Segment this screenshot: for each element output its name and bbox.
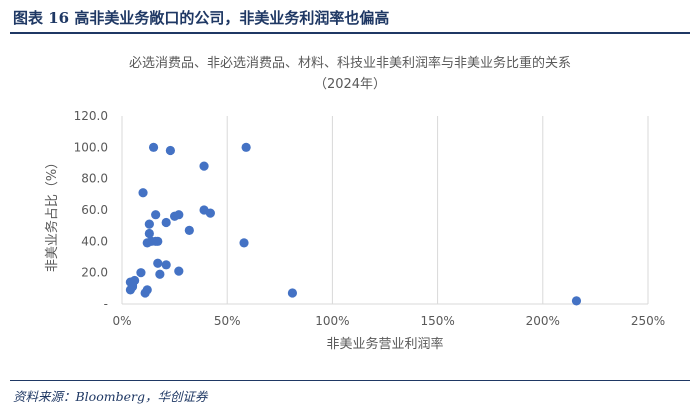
x-tick-label: 200% xyxy=(526,314,560,328)
figure-title: 图表 16 高非美业务敞口的公司，非美业务利润率也偏高 xyxy=(13,9,390,27)
data-point xyxy=(142,285,152,295)
data-point xyxy=(138,188,148,198)
data-point xyxy=(241,142,251,152)
data-point xyxy=(148,142,159,152)
data-point xyxy=(174,210,184,220)
data-point xyxy=(184,225,194,235)
data-point xyxy=(155,269,165,279)
y-tick-label: 80.0 xyxy=(81,172,108,186)
data-point xyxy=(153,236,163,246)
data-point xyxy=(161,260,171,270)
figure-header: 图表 16 高非美业务敞口的公司，非美业务利润率也偏高 xyxy=(0,0,700,34)
data-point xyxy=(239,238,249,248)
chart-title: 必选消费品、非必选消费品、材料、科技业非美利润率与非美业务比重的关系 xyxy=(128,56,571,71)
x-tick-label: 250% xyxy=(631,314,665,328)
data-point xyxy=(287,288,298,298)
source-note: 资料来源：Bloomberg，华创证券 xyxy=(13,389,208,404)
data-point xyxy=(151,210,161,220)
data-point xyxy=(199,161,209,171)
y-tick-label: 120.0 xyxy=(74,109,108,123)
y-tick-label: 20.0 xyxy=(81,266,108,280)
x-tick-label: 150% xyxy=(420,314,454,328)
data-point xyxy=(153,258,163,268)
x-tick-label: 100% xyxy=(315,314,349,328)
data-point xyxy=(161,217,171,228)
y-tick-label: - xyxy=(104,297,108,311)
data-point xyxy=(205,208,215,218)
data-point xyxy=(571,296,582,306)
footer-divider xyxy=(10,380,690,381)
chart-subtitle: （2024年） xyxy=(313,77,387,92)
data-point xyxy=(127,280,138,290)
data-point xyxy=(136,268,146,278)
data-point xyxy=(165,145,175,156)
data-point xyxy=(144,219,154,229)
x-tick-label: 0% xyxy=(112,314,131,328)
y-axis-title: 非美业务占比（%） xyxy=(44,156,60,272)
y-tick-label: 100.0 xyxy=(74,140,108,154)
data-point xyxy=(174,266,184,276)
y-tick-label: 60.0 xyxy=(81,203,108,217)
x-axis-title: 非美业务营业利润率 xyxy=(326,336,443,352)
data-point xyxy=(144,228,154,239)
x-tick-label: 50% xyxy=(214,314,241,328)
header-divider xyxy=(10,32,690,34)
y-tick-label: 40.0 xyxy=(81,234,108,248)
